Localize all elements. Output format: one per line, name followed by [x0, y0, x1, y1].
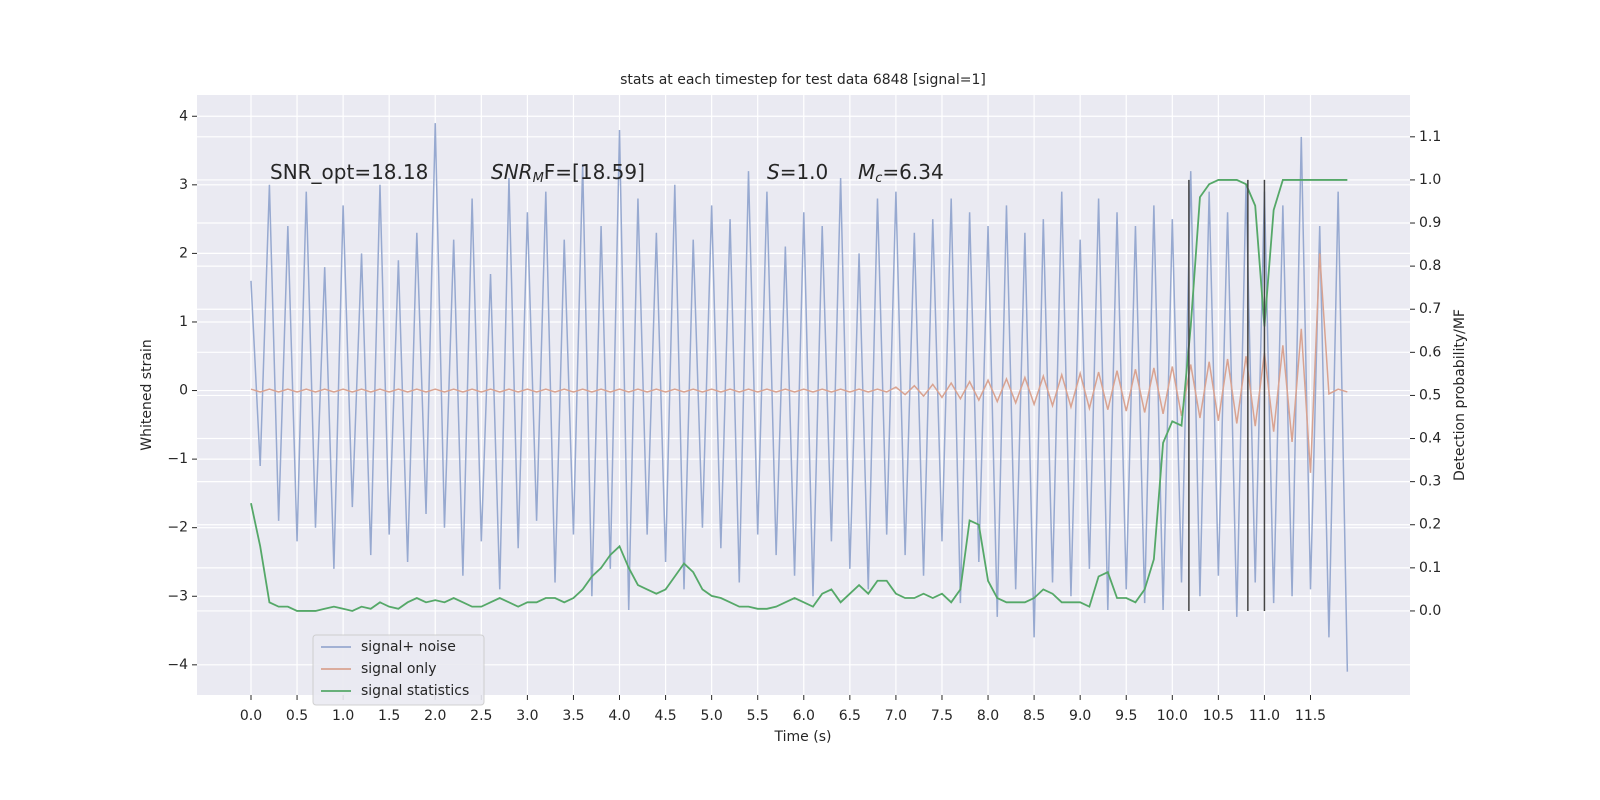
y2-tick-label: 1.1 — [1419, 129, 1441, 145]
x-tick-label: 10.5 — [1203, 708, 1234, 724]
x-tick-label: 7.0 — [885, 708, 907, 724]
annotation: S=1.0 — [767, 160, 828, 184]
annotation-main: S — [767, 160, 780, 184]
series-line — [250, 123, 1349, 672]
annotation: SNR_opt=18.18 — [270, 160, 428, 184]
y-tick-label: 1 — [179, 314, 188, 330]
x-tick-label: 11.5 — [1295, 708, 1326, 724]
x-tick-label: 4.0 — [608, 708, 630, 724]
annotation-tail: =1.0 — [780, 160, 829, 184]
y2-tick-label: 1.0 — [1419, 172, 1441, 188]
annotation-tail: =6.34 — [882, 160, 943, 184]
y2-tick-label: 0.1 — [1419, 560, 1441, 576]
series-line — [250, 179, 1348, 612]
x-tick-label: 1.5 — [378, 708, 400, 724]
y2-tick-label: 0.8 — [1419, 258, 1441, 274]
x-tick-label: 5.0 — [701, 708, 723, 724]
x-tick-label: 1.0 — [332, 708, 354, 724]
x-tick-label: 9.5 — [1115, 708, 1137, 724]
x-tick-label: 3.0 — [516, 708, 538, 724]
annotation: SNRMF=[18.59] — [491, 160, 645, 186]
y-tick-label: 4 — [179, 108, 188, 124]
y-tick-label: −1 — [167, 451, 188, 467]
annotation-sub: c — [875, 171, 882, 186]
y2-axis-label: Detection probability/MF — [1452, 309, 1468, 481]
y2-tick-label: 0.0 — [1419, 603, 1441, 619]
x-tick-label: 9.0 — [1069, 708, 1091, 724]
x-tick-label: 2.5 — [470, 708, 492, 724]
legend-label: signal statistics — [361, 683, 469, 699]
legend-label: signal+ noise — [361, 639, 456, 655]
x-axis-label: Time (s) — [774, 729, 832, 745]
x-tick-label: 6.5 — [839, 708, 861, 724]
x-tick-label: 11.0 — [1249, 708, 1280, 724]
series-line — [250, 253, 1348, 473]
x-tick-label: 8.5 — [1023, 708, 1045, 724]
y-tick-label: 2 — [179, 245, 188, 261]
annotation: Mc=6.34 — [858, 160, 944, 186]
annotation-main: SNR — [491, 160, 533, 184]
y2-tick-label: 0.2 — [1419, 517, 1441, 533]
x-tick-label: 8.0 — [977, 708, 999, 724]
y-tick-label: 0 — [179, 383, 188, 399]
x-tick-label: 5.5 — [747, 708, 769, 724]
y-tick-label: −2 — [167, 520, 188, 536]
y2-tick-label: 0.5 — [1419, 387, 1441, 403]
legend-box — [312, 634, 485, 706]
y-axis-label: Whitened strain — [139, 339, 155, 450]
x-tick-label: 4.5 — [654, 708, 676, 724]
chart-title: stats at each timestep for test data 684… — [620, 72, 986, 88]
annotation-text: SNR_opt=18.18 — [270, 160, 428, 184]
annotation-main: M — [858, 160, 875, 184]
x-tick-label: 3.5 — [562, 708, 584, 724]
legend-label: signal only — [361, 661, 436, 677]
y2-tick-label: 0.4 — [1419, 431, 1441, 447]
x-tick-label: 10.0 — [1157, 708, 1188, 724]
annotation-sub: M — [533, 171, 544, 186]
x-tick-label: 6.0 — [793, 708, 815, 724]
y2-tick-label: 0.6 — [1419, 344, 1441, 360]
y-tick-label: −3 — [167, 588, 188, 604]
y-tick-label: 3 — [179, 177, 188, 193]
x-tick-label: 0.0 — [240, 708, 262, 724]
x-tick-label: 0.5 — [286, 708, 308, 724]
y2-tick-label: 0.3 — [1419, 474, 1441, 490]
y-tick-label: −4 — [167, 657, 188, 673]
y2-tick-label: 0.9 — [1419, 215, 1441, 231]
y2-tick-label: 0.7 — [1419, 301, 1441, 317]
annotation-tail: F=[18.59] — [544, 160, 645, 184]
x-tick-label: 2.0 — [424, 708, 446, 724]
x-tick-label: 7.5 — [931, 708, 953, 724]
